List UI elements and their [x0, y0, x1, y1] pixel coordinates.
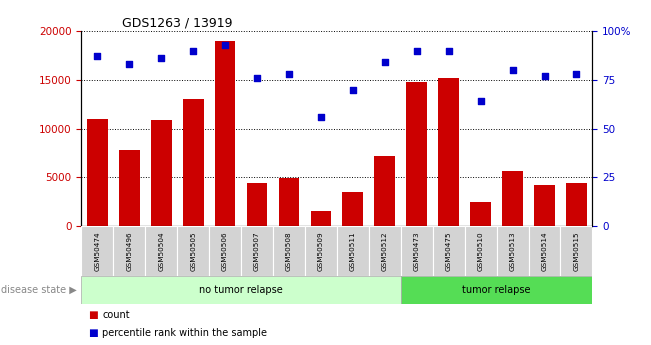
Bar	[113, 226, 145, 276]
Bar	[151, 120, 172, 226]
Text: GSM50510: GSM50510	[478, 231, 484, 271]
Bar	[209, 226, 241, 276]
Text: GSM50504: GSM50504	[158, 231, 164, 271]
Text: GSM50507: GSM50507	[254, 231, 260, 271]
Bar	[177, 226, 209, 276]
Text: ■: ■	[88, 310, 98, 320]
Point	[571, 71, 581, 77]
Point	[156, 56, 167, 61]
Bar	[534, 185, 555, 226]
Text: no tumor relapse: no tumor relapse	[199, 285, 283, 295]
Bar	[465, 226, 497, 276]
Point	[124, 61, 135, 67]
Point	[316, 114, 326, 120]
Text: GSM50513: GSM50513	[510, 231, 516, 271]
Text: GSM50515: GSM50515	[574, 231, 579, 271]
Text: GSM50475: GSM50475	[446, 231, 452, 271]
Bar	[470, 201, 491, 226]
Text: GSM50514: GSM50514	[542, 231, 547, 271]
Bar	[401, 276, 592, 304]
Text: GSM50473: GSM50473	[414, 231, 420, 271]
Point	[92, 53, 103, 59]
Point	[348, 87, 358, 92]
Text: tumor relapse: tumor relapse	[462, 285, 531, 295]
Point	[443, 48, 454, 53]
Bar	[273, 226, 305, 276]
Bar	[497, 226, 529, 276]
Bar	[183, 99, 204, 226]
Bar	[337, 226, 369, 276]
Bar	[406, 82, 427, 226]
Bar	[119, 150, 140, 226]
Text: GSM50509: GSM50509	[318, 231, 324, 271]
Text: GSM50511: GSM50511	[350, 231, 356, 271]
Point	[252, 75, 262, 81]
Point	[188, 48, 199, 53]
Text: GSM50505: GSM50505	[190, 231, 196, 271]
Bar	[311, 211, 331, 226]
Text: GSM50506: GSM50506	[222, 231, 228, 271]
Bar	[502, 171, 523, 226]
Bar	[401, 226, 433, 276]
Point	[411, 48, 422, 53]
Bar	[241, 226, 273, 276]
Point	[220, 42, 230, 48]
Bar	[81, 276, 401, 304]
Bar	[305, 226, 337, 276]
Text: GDS1263 / 13919: GDS1263 / 13919	[122, 17, 233, 30]
Bar	[215, 41, 236, 226]
Text: count: count	[102, 310, 130, 320]
Bar	[566, 183, 587, 226]
Bar	[561, 226, 592, 276]
Bar	[369, 226, 401, 276]
Bar	[279, 178, 299, 226]
Text: GSM50512: GSM50512	[381, 231, 388, 271]
Bar	[145, 226, 177, 276]
Text: percentile rank within the sample: percentile rank within the sample	[102, 328, 267, 338]
Bar	[374, 156, 395, 226]
Bar	[342, 192, 363, 226]
Bar	[529, 226, 561, 276]
Point	[539, 73, 549, 79]
Text: GSM50508: GSM50508	[286, 231, 292, 271]
Point	[475, 98, 486, 104]
Text: GSM50496: GSM50496	[126, 231, 132, 271]
Text: disease state ▶: disease state ▶	[1, 285, 77, 295]
Point	[507, 67, 518, 73]
Point	[380, 59, 390, 65]
Bar	[433, 226, 465, 276]
Bar	[87, 119, 107, 226]
Text: ■: ■	[88, 328, 98, 338]
Bar	[247, 183, 268, 226]
Bar	[81, 226, 113, 276]
Text: GSM50474: GSM50474	[94, 231, 100, 271]
Point	[284, 71, 294, 77]
Bar	[438, 78, 459, 226]
